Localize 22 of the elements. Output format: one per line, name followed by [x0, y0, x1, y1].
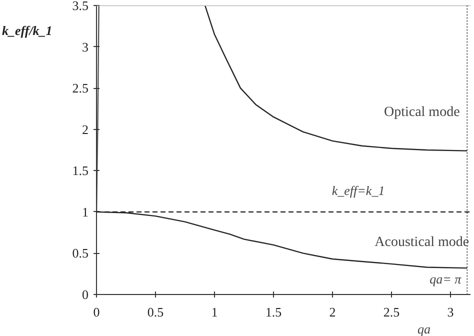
- x-axis-title: qa: [418, 322, 431, 336]
- y-tick-label: 3.5: [72, 0, 88, 13]
- x-tick-label: 2.5: [383, 304, 400, 320]
- x-tick-label: 1.5: [265, 304, 282, 320]
- ref-line-label: k_eff=k_1: [332, 182, 385, 198]
- ref-line-label: qa= π: [430, 272, 462, 286]
- x-tick-label: 1: [211, 304, 218, 320]
- y-tick-label: 1.5: [72, 163, 88, 178]
- y-axis-title: k_eff/k_1: [2, 22, 52, 40]
- y-tick-label: 0: [82, 287, 88, 302]
- y-tick-label: 2.5: [72, 80, 88, 96]
- y-tick-label: 0.5: [72, 246, 88, 261]
- annotation: Optical mode: [384, 104, 460, 120]
- y-tick-label: 1: [82, 204, 88, 220]
- x-tick-label: 0.5: [147, 304, 164, 320]
- y-tick-label: 2: [82, 122, 88, 137]
- x-tick-label: 2: [329, 304, 336, 320]
- y-tick-label: 3: [82, 39, 88, 54]
- annotation: Acoustical mode: [374, 234, 470, 250]
- x-tick-label: 0: [93, 304, 100, 320]
- line-series: [204, 6, 468, 152]
- x-tick-label: 3: [447, 304, 454, 320]
